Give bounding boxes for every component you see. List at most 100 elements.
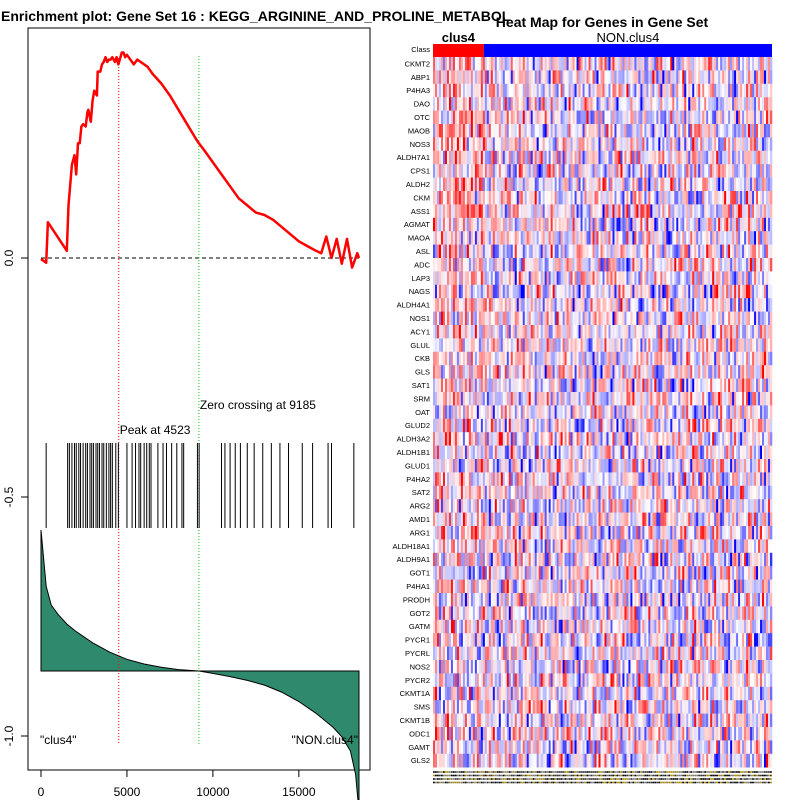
heatmap-cell [474, 284, 478, 299]
heatmap-cell [458, 191, 462, 205]
heatmap-cell [548, 311, 551, 326]
heatmap-cell [544, 258, 547, 272]
heatmap-cell [502, 258, 506, 272]
heatmap-cell [642, 311, 645, 326]
heatmap-cell [656, 365, 659, 379]
heatmap-cell [504, 244, 508, 259]
heatmap-cell [740, 311, 743, 326]
heatmap-cell [732, 365, 735, 379]
heatmap-cell [522, 284, 526, 299]
heatmap-cell [482, 217, 486, 232]
heatmap-cell [646, 83, 649, 98]
heatmap-cell [562, 365, 565, 379]
heatmap-cell [578, 325, 581, 339]
heatmap-cell [610, 392, 613, 406]
heatmap-cell [490, 177, 494, 192]
heatmap-cell [672, 338, 675, 353]
heatmap-cell [492, 137, 496, 152]
heatmap-cell [588, 191, 591, 205]
heatmap-cell [520, 191, 524, 205]
heatmap-cell [582, 311, 585, 326]
heatmap-cell [758, 110, 761, 125]
heatmap-cell [456, 298, 460, 312]
heatmap-cell [450, 83, 454, 98]
heatmap-cell [610, 311, 613, 326]
heatmap-cell [504, 365, 508, 379]
heatmap-cell [750, 298, 753, 312]
heatmap-cell [458, 298, 462, 312]
heatmap-cell [486, 298, 490, 312]
heatmap-cell [452, 378, 456, 393]
heatmap-cell [524, 378, 528, 393]
heatmap-cell [734, 365, 737, 379]
heatmap-cell [460, 204, 464, 219]
heatmap-cell [628, 83, 631, 98]
heatmap-cell [536, 150, 539, 165]
heatmap-cell [610, 351, 613, 366]
heatmap-cell [604, 110, 607, 125]
heatmap-cell [690, 271, 693, 286]
heatmap-cell [460, 351, 464, 366]
heatmap-cell [742, 204, 745, 219]
heatmap-cell [536, 244, 539, 259]
heatmap-cell [680, 405, 683, 420]
heatmap-cell [620, 97, 623, 111]
heatmap-cell [752, 244, 755, 259]
heatmap-cell [710, 365, 713, 379]
heatmap-cell [522, 258, 526, 272]
heatmap-cell [434, 217, 438, 232]
heatmap-cell [440, 191, 444, 205]
heatmap-cell [484, 57, 488, 71]
x-tick-label-3: 15000 [282, 785, 316, 799]
heatmap-cell [674, 284, 677, 299]
heatmap-cell [500, 405, 504, 420]
heatmap-cell [486, 137, 490, 152]
heatmap-cell [546, 284, 549, 299]
heatmap-cell [458, 284, 462, 299]
heatmap-cell [624, 150, 627, 165]
heatmap-cell [458, 325, 462, 339]
heatmap-cell [460, 231, 464, 245]
heatmap-cell [612, 70, 615, 85]
heatmap-cell [710, 284, 713, 299]
heatmap-cell [624, 244, 627, 259]
heatmap-cell [614, 231, 617, 245]
heatmap-cell [536, 392, 539, 406]
heatmap-cell [544, 244, 547, 259]
heatmap-cell [586, 150, 589, 165]
heatmap-cell [706, 298, 709, 312]
heatmap-cell [654, 338, 657, 353]
heatmap-cell [448, 418, 452, 433]
heatmap-cell [572, 150, 575, 165]
heatmap-cell [504, 258, 508, 272]
heatmap-cell [720, 378, 723, 393]
heatmap-cell [656, 432, 659, 446]
heatmap-cell [498, 311, 502, 326]
heatmap-cell [494, 97, 498, 111]
heatmap-cell [656, 164, 659, 178]
heatmap-cell [452, 110, 456, 125]
heatmap-cell [714, 70, 717, 85]
heatmap-cell [534, 97, 537, 111]
heatmap-cell [452, 298, 456, 312]
heatmap-cell [528, 164, 532, 178]
heatmap-cell [584, 325, 587, 339]
heatmap-cell [494, 338, 498, 353]
heatmap-cell [750, 231, 753, 245]
heatmap-cell [698, 83, 701, 98]
heatmap-cell [484, 150, 488, 165]
heatmap-cell [622, 338, 625, 353]
heatmap-cell [680, 271, 683, 286]
heatmap-cell [578, 110, 581, 125]
heatmap-cell [690, 284, 693, 299]
heatmap-cell [446, 271, 450, 286]
heatmap-cell [504, 231, 508, 245]
heatmap-cell [600, 244, 603, 259]
heatmap-cell [760, 392, 763, 406]
heatmap-cell [650, 124, 653, 138]
heatmap-cell [654, 298, 657, 312]
heatmap-cell [572, 137, 575, 152]
heatmap-cell [556, 378, 559, 393]
heatmap-cell [532, 110, 535, 125]
heatmap-cell [542, 351, 545, 366]
